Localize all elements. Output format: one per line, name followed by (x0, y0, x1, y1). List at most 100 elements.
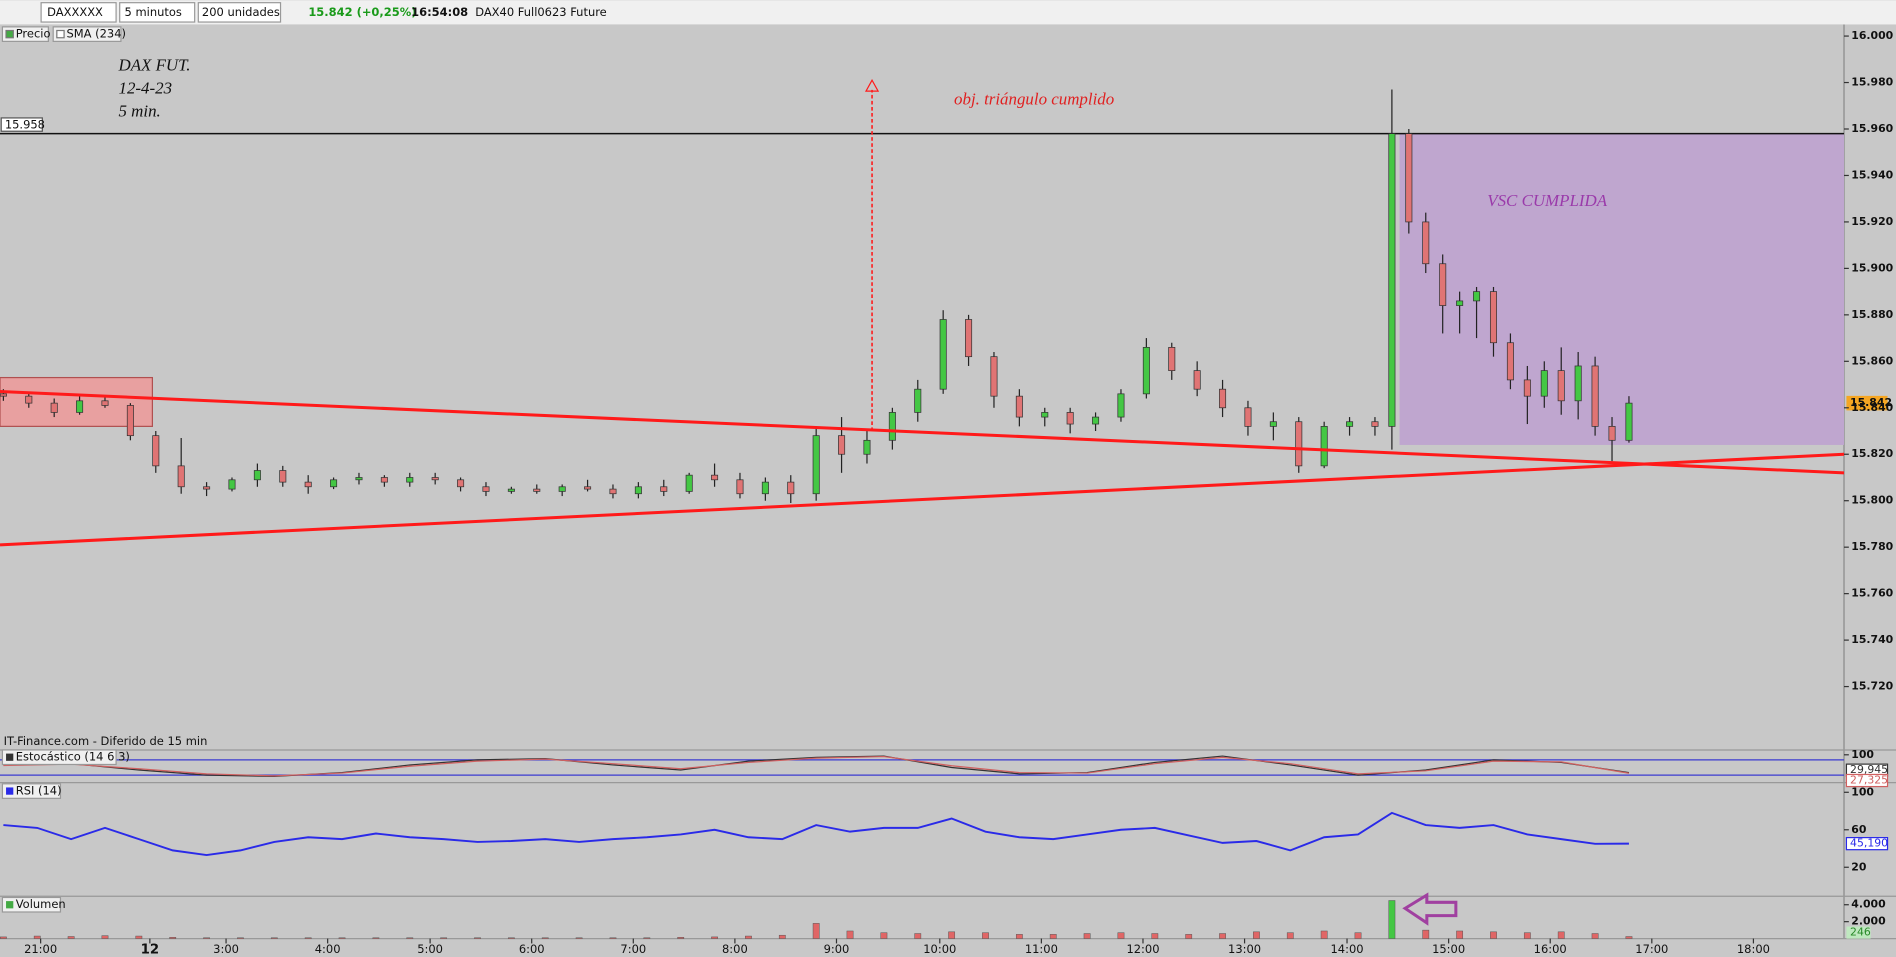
note: DAX FUT. (118, 56, 191, 75)
volume-bar (1490, 931, 1497, 939)
candle-body (787, 481, 795, 495)
candle-body (355, 477, 363, 481)
volume-bar (880, 932, 888, 939)
candle-body (1320, 426, 1328, 467)
symbol-box[interactable] (40, 2, 117, 23)
candle-body (1295, 421, 1303, 467)
y-tick-label: 100 (1851, 785, 1874, 798)
volume-bar (812, 923, 820, 939)
x-tick-label: 5:00 (417, 942, 443, 956)
y-tick-label: 15.820 (1851, 447, 1893, 460)
candle-body (533, 488, 541, 492)
candle-body (863, 439, 871, 455)
units-box[interactable] (197, 2, 282, 23)
candle-body (711, 474, 719, 481)
last-value-box (1845, 836, 1889, 851)
candle-body (1540, 370, 1548, 397)
volume-bar (1523, 932, 1531, 939)
volume-bar (372, 937, 380, 939)
volume-bar (101, 935, 109, 939)
y-tick-label: 100 (1851, 748, 1874, 761)
interval-box[interactable] (119, 2, 196, 23)
trend-line (0, 390, 1845, 475)
x-tick-label: 8:00 (722, 942, 748, 956)
x-tick-label: 13:00 (1228, 942, 1261, 956)
candle-body (406, 477, 414, 483)
candle-body (609, 488, 617, 495)
candle-body (1269, 421, 1277, 427)
volume-bar (1117, 932, 1125, 939)
volume-bar (1015, 934, 1023, 939)
volume-bar (1388, 900, 1396, 939)
candle-body (990, 356, 998, 397)
candle-body (330, 479, 338, 488)
volume-bar (1049, 934, 1057, 939)
candle-body (1142, 347, 1150, 395)
volume-bar (609, 937, 617, 939)
volume-bar (914, 933, 922, 939)
x-tick-label: 10:00 (923, 942, 956, 956)
y-tick-label: 15.960 (1851, 122, 1893, 135)
x-tick-label: 6:00 (519, 942, 545, 956)
volume-bar (1185, 934, 1193, 939)
candle-body (228, 479, 236, 490)
indicator-line (3, 755, 1630, 777)
volume-bar (846, 930, 854, 939)
interval: 5 minutos (125, 5, 182, 19)
volume-bar (270, 937, 278, 939)
note: VSC CUMPLIDA (1487, 191, 1607, 210)
candle-body (126, 405, 134, 437)
last-value-box (1845, 773, 1889, 788)
volume-bar (1456, 930, 1464, 939)
candle-body (457, 479, 465, 488)
y-tick-label: 15.800 (1851, 494, 1893, 507)
x-tick-label: 4:00 (315, 942, 341, 956)
volume-bar (982, 932, 989, 939)
note: 5 min. (119, 102, 161, 121)
x-tick-label: 17:00 (1635, 942, 1668, 956)
instrument: DAX40 Full0623 Future (475, 5, 607, 19)
candle-body (177, 465, 185, 488)
note: obj. triángulo cumplido (954, 90, 1114, 109)
candle-body (203, 486, 211, 490)
x-tick-label: 12 (141, 942, 160, 957)
volume-bar (1422, 929, 1430, 939)
volume-bar (575, 937, 583, 939)
y-tick-label: 2.000 (1851, 915, 1886, 928)
x-tick-label: 16:00 (1534, 942, 1567, 956)
last-value: 246 (1850, 926, 1871, 939)
last-value: 45,190 (1850, 837, 1888, 850)
candle-body (1574, 365, 1582, 402)
x-tick-label: 11:00 (1025, 942, 1058, 956)
volume-bar (948, 931, 956, 939)
candle-body (634, 486, 642, 495)
candle-body (1625, 402, 1633, 441)
candle-body (1489, 291, 1497, 344)
candle-body (965, 319, 973, 358)
candle-body (1066, 412, 1074, 425)
zone-box (1399, 133, 1845, 445)
y-tick-label: 20 (1851, 860, 1867, 873)
candle-body (1422, 221, 1430, 265)
candle-body (101, 400, 109, 406)
candle-body (1092, 416, 1100, 425)
candle-body (1117, 393, 1125, 418)
volume-bar (304, 937, 312, 939)
volume-bar (1083, 933, 1091, 939)
candle-body (1219, 388, 1227, 409)
volume-bar (1625, 936, 1633, 939)
candle-body (736, 479, 744, 495)
time: 16:54:08 (411, 5, 468, 19)
volume-bar (1320, 930, 1328, 939)
candle-body (25, 395, 33, 404)
volume-bar (677, 937, 685, 939)
volume-bar (203, 937, 210, 939)
quote: 15.842 (+0,25%) (308, 5, 416, 19)
y-tick-label: 15.720 (1851, 680, 1893, 693)
note: 12-4-23 (119, 79, 173, 98)
volume-bar (474, 937, 481, 939)
arrow-head (864, 78, 880, 92)
volume-bar (745, 935, 752, 939)
volume-bar (1151, 933, 1159, 939)
